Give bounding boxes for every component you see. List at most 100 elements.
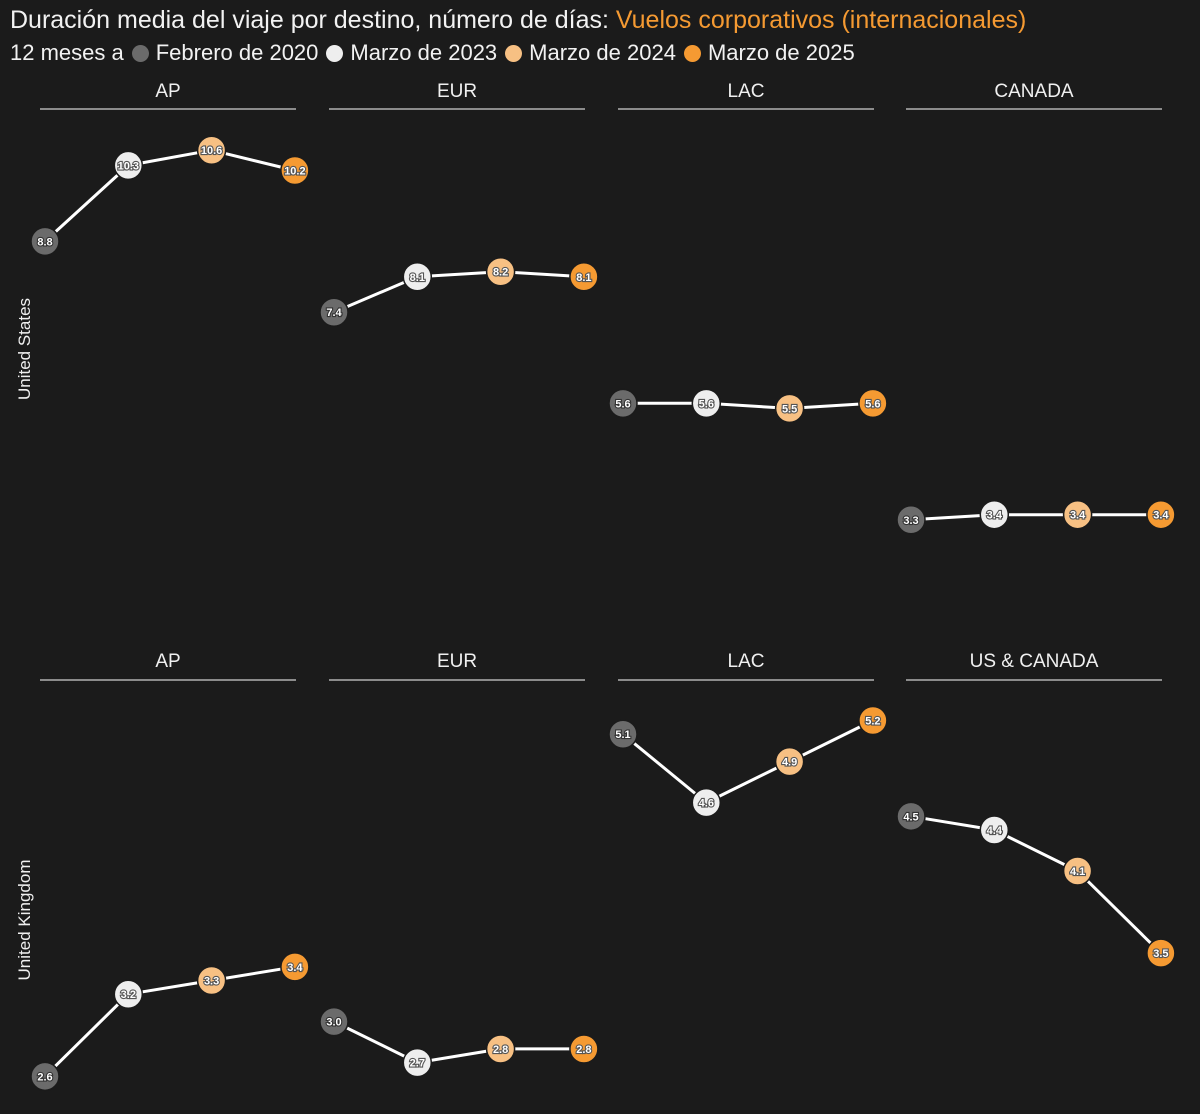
data-label: 2.8 [576, 1044, 591, 1056]
data-label: 8.1 [410, 272, 425, 284]
panel: EUR 7.4 8.1 8.2 8.1 [319, 81, 599, 327]
data-label: 5.2 [865, 716, 880, 728]
data-label: 5.5 [782, 403, 797, 415]
series-line [910, 814, 1162, 955]
data-label: 7.4 [326, 307, 342, 319]
legend-label: Marzo de 2023 [350, 40, 498, 65]
series-line [333, 270, 584, 314]
row-label: United States [15, 298, 34, 400]
panel-header: LAC [728, 651, 765, 672]
chart-title-main: Duración media del viaje por destino, nú… [10, 6, 609, 34]
data-label: 10.3 [118, 160, 139, 172]
legend-item-mar-2023: Marzo de 2023 [326, 40, 497, 66]
data-label: 4.5 [903, 811, 918, 823]
data-point [896, 505, 926, 535]
data-label: 2.8 [493, 1044, 508, 1056]
panel-header: AP [155, 81, 180, 102]
series-line [43, 965, 296, 1078]
data-label: 4.4 [987, 825, 1003, 837]
data-label: 4.6 [699, 798, 714, 810]
data-point [608, 719, 638, 749]
data-point [774, 393, 805, 424]
data-point [402, 1047, 433, 1078]
panel-header: EUR [437, 81, 477, 102]
data-label: 8.1 [576, 272, 591, 284]
data-point [113, 150, 144, 181]
panel-header: LAC [728, 81, 765, 102]
data-point [113, 979, 144, 1009]
panel-header: AP [155, 651, 180, 672]
legend-label: Marzo de 2025 [707, 40, 855, 65]
legend-prefix: 12 meses a [10, 40, 124, 65]
data-label: 3.4 [1153, 510, 1169, 522]
data-point [691, 388, 722, 419]
data-label: 3.3 [903, 515, 918, 527]
legend: 12 meses a Febrero de 2020 Marzo de 2023… [10, 40, 863, 66]
data-label: 3.4 [987, 510, 1003, 522]
legend-label: Marzo de 2024 [529, 40, 676, 65]
data-point [608, 388, 638, 419]
data-label: 3.3 [204, 976, 219, 988]
panel-header: CANADA [994, 81, 1074, 102]
data-point [485, 1034, 516, 1064]
data-point [691, 787, 722, 818]
data-label: 5.1 [615, 729, 630, 741]
chart-title-highlight: Vuelos corporativos (internacionales) [615, 6, 1027, 34]
data-label: 5.6 [865, 398, 880, 410]
data-point [30, 1061, 60, 1092]
series-line [622, 719, 874, 805]
data-point [979, 499, 1010, 530]
data-point [774, 746, 805, 777]
panel: US & CANADA 4.5 4.4 4.1 3.5 [896, 651, 1176, 968]
panel: LAC 5.6 5.6 5.5 5.6 [608, 81, 888, 424]
data-point [1062, 856, 1093, 886]
data-label: 2.7 [410, 1058, 425, 1070]
data-point [1146, 499, 1176, 530]
data-label: 3.4 [287, 962, 303, 974]
panel-header: US & CANADA [970, 651, 1099, 672]
data-label: 5.6 [615, 398, 630, 410]
data-label: 2.6 [37, 1071, 52, 1083]
data-point [319, 1006, 349, 1037]
data-label: 3.5 [1153, 948, 1168, 960]
data-label: 8.2 [493, 267, 508, 279]
series-line [623, 401, 873, 410]
data-point [858, 705, 888, 736]
data-point [30, 226, 60, 257]
data-point [280, 952, 310, 982]
data-label: 3.0 [326, 1017, 341, 1029]
data-point [319, 297, 349, 327]
legend-item-feb-2020: Febrero de 2020 [131, 40, 318, 66]
legend-dot-icon [683, 44, 701, 62]
data-label: 3.4 [1070, 510, 1086, 522]
data-label: 4.1 [1070, 866, 1085, 878]
data-point [569, 262, 599, 292]
panel: CANADA 3.3 3.4 3.4 3.4 [896, 81, 1176, 535]
data-point [196, 965, 227, 996]
data-label: 10.6 [201, 145, 222, 157]
data-point [485, 256, 516, 287]
data-point [402, 262, 433, 292]
data-label: 5.6 [699, 398, 714, 410]
data-point [196, 135, 227, 165]
data-label: 3.2 [121, 989, 136, 1001]
legend-item-mar-2025: Marzo de 2025 [683, 40, 855, 66]
data-point [1062, 499, 1093, 530]
data-point [979, 815, 1010, 845]
series-line [910, 513, 1161, 522]
data-point [569, 1034, 599, 1064]
legend-item-mar-2024: Marzo de 2024 [505, 40, 676, 66]
data-label: 10.2 [284, 165, 305, 177]
series-line [333, 1020, 584, 1065]
legend-dot-icon [326, 44, 344, 62]
data-point [858, 388, 888, 419]
legend-dot-icon [505, 44, 523, 62]
data-label: 8.8 [37, 236, 52, 248]
chart-title: Duración media del viaje por destino, nú… [10, 6, 1026, 35]
panel: AP 2.6 3.2 3.3 3.4 [30, 651, 310, 1092]
data-point [280, 155, 310, 186]
data-label: 4.9 [782, 757, 797, 769]
legend-dot-icon [131, 44, 149, 62]
data-point [896, 801, 926, 832]
